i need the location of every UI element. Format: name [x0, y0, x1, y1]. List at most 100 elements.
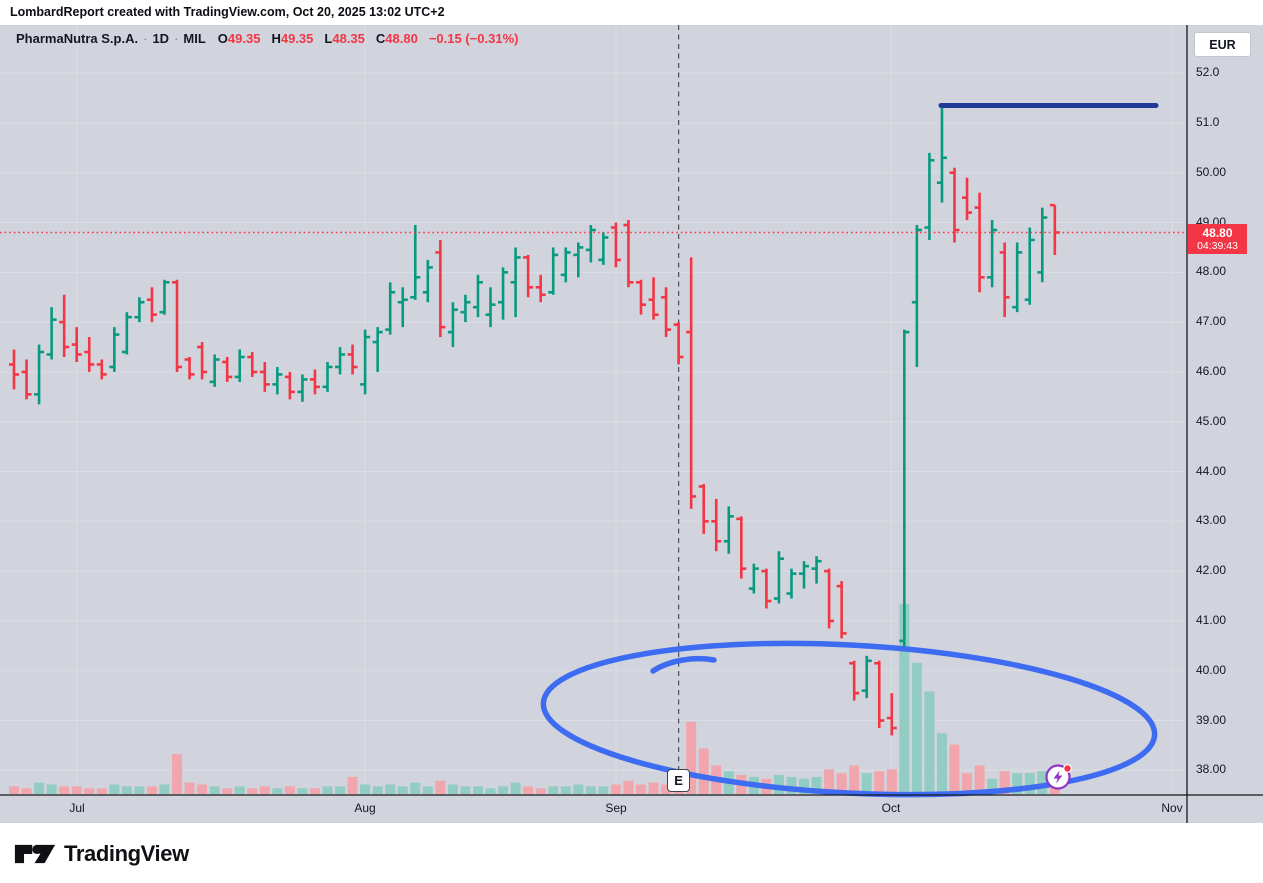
time-tick-label: Jul [69, 801, 85, 815]
price-tick-label: 41.00 [1196, 612, 1227, 627]
separator-dot: · [143, 31, 148, 46]
volume-bar [849, 765, 860, 794]
volume-bar [824, 769, 835, 794]
price-bars [9, 103, 1060, 736]
volume-bar [799, 778, 810, 794]
volume-bar [573, 784, 584, 794]
volume-bar [259, 786, 270, 794]
volume-bar [836, 773, 847, 794]
volume-bar [109, 784, 120, 794]
high-value: 49.35 [280, 31, 314, 46]
volume-bar [1012, 773, 1023, 794]
volume-bar [773, 775, 784, 794]
volume-bar [485, 788, 496, 794]
volume-bar [623, 780, 634, 794]
volume-bar [397, 786, 408, 794]
volume-bar [472, 786, 483, 794]
volume-bar [861, 773, 872, 794]
volume-bar [548, 786, 559, 794]
volume-bar [372, 786, 383, 794]
volume-bar [811, 776, 822, 794]
high-label: H [271, 31, 281, 46]
volume-bar [159, 784, 170, 794]
low-value: 48.35 [332, 31, 365, 46]
time-tick-label: Aug [354, 801, 376, 815]
volume-bar [146, 786, 157, 794]
volume-bar [899, 604, 910, 794]
tradingview-logo-icon [14, 844, 56, 864]
volume-bar [209, 786, 220, 794]
volume-bar [360, 784, 371, 794]
price-tick-label: 44.00 [1196, 463, 1227, 478]
tradingview-logo[interactable]: TradingView [14, 837, 189, 871]
price-tick-label: 47.00 [1196, 314, 1227, 329]
volume-bar [585, 786, 596, 794]
price-tick-label: 46.00 [1196, 363, 1227, 378]
volume-bar [661, 784, 672, 794]
change-value: −0.15 (−0.31%) [428, 31, 519, 46]
volume-bar [284, 786, 295, 794]
attribution-text: LombardReport created with TradingView.c… [10, 5, 445, 19]
volume-bar [610, 784, 621, 794]
open-value: 49.35 [227, 31, 261, 46]
volume-bar [96, 788, 107, 794]
separator-dot: · [174, 31, 179, 46]
volume-bar [598, 786, 609, 794]
volume-bar [498, 786, 509, 794]
event-icon[interactable] [1044, 761, 1074, 791]
close-value: 48.80 [385, 31, 418, 46]
volume-bar [447, 784, 458, 794]
volume-bar [71, 786, 82, 794]
volume-bar [974, 765, 985, 794]
volume-bar [460, 786, 471, 794]
price-tick-label: 42.00 [1196, 563, 1227, 578]
volume-bar [936, 733, 947, 794]
volume-bar [1037, 771, 1048, 794]
volume-bar [309, 788, 320, 794]
volume-bar [322, 786, 333, 794]
time-tick-label: Nov [1161, 801, 1183, 815]
volume-bar [222, 788, 233, 794]
volume-bar [911, 662, 922, 794]
open-label: O [217, 31, 228, 46]
volume-bar [987, 778, 998, 794]
volume-bar [510, 782, 521, 794]
last-price-value: 48.80 [1202, 225, 1233, 240]
volume-bar [197, 784, 208, 794]
price-tick-label: 51.0 [1196, 114, 1220, 129]
symbol-name[interactable]: PharmaNutra S.p.A. [16, 31, 139, 46]
exchange-label: MIL [183, 31, 206, 46]
attribution-bar: LombardReport created with TradingView.c… [0, 0, 1263, 25]
volume-bar [648, 782, 659, 794]
volume-bar [59, 786, 70, 794]
volume-bar [886, 769, 897, 794]
price-tick-label: 39.00 [1196, 712, 1227, 727]
interval-label[interactable]: 1D [152, 31, 170, 46]
price-tick-label: 38.00 [1196, 762, 1227, 777]
price-tick-label: 52.0 [1196, 65, 1220, 80]
volume-bar [410, 782, 421, 794]
volume-bar [234, 786, 245, 794]
ellipse-drawing[interactable] [540, 629, 1159, 809]
currency-button[interactable]: EUR [1194, 32, 1251, 57]
volume-bar [949, 744, 960, 794]
price-tick-label: 50.00 [1196, 164, 1227, 179]
earnings-marker[interactable]: E [667, 769, 691, 792]
price-tick-label: 45.00 [1196, 413, 1227, 428]
volume-bar [34, 782, 45, 794]
volume-bar [1024, 773, 1035, 794]
tradingview-brand-text: TradingView [64, 841, 189, 866]
last-price-badge: 48.80 04:39:43 [1188, 223, 1247, 254]
volume-bar [184, 782, 195, 794]
volume-bar [874, 771, 885, 794]
symbol-info-row[interactable]: PharmaNutra S.p.A. · 1D · MIL O49.35 H49.35 L48… [16, 31, 518, 46]
volume-bar [21, 788, 32, 794]
time-tick-label: Oct [881, 801, 901, 815]
price-tick-label: 43.00 [1196, 513, 1227, 528]
volume-bar [962, 773, 973, 794]
volume-bar [924, 691, 935, 794]
volume-bar [335, 786, 346, 794]
volume-bar [422, 786, 433, 794]
